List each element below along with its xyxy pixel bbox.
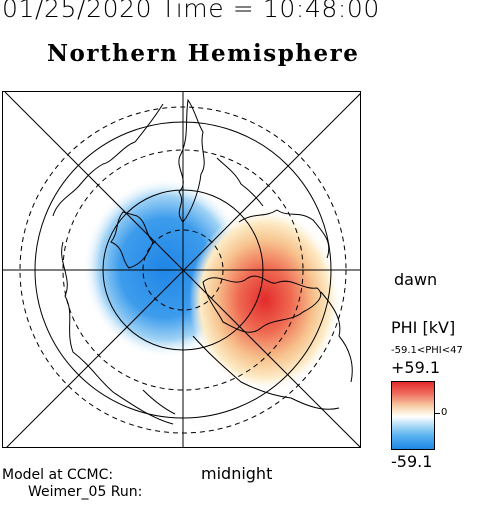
meridian-line [6,93,360,447]
colorbar-range: -59.1<PHI<47 [391,345,463,356]
polar-potential-plot [2,91,361,448]
colorbar-min-label: -59.1 [391,452,433,471]
colorbar-zero-tick [435,413,440,414]
colorbar-title: PHI [kV] [391,318,456,337]
timestamp-title: 01/25/2020 Time = 10:48:00 [2,0,380,23]
dawn-label: dawn [394,270,438,289]
polar-map-svg [3,92,360,447]
hemisphere-title: Northern Hemisphere [47,40,360,67]
colorbar [391,381,435,450]
colorbar-zero-label: 0 [441,407,448,418]
coastlines [52,98,353,425]
model-credit-line1: Model at CCMC: [2,467,114,483]
colorbar-max-label: +59.1 [391,358,441,377]
model-credit-line2: Weimer_05 Run: [28,484,143,500]
positive-potential-cell [189,208,341,392]
midnight-label: midnight [201,464,273,483]
